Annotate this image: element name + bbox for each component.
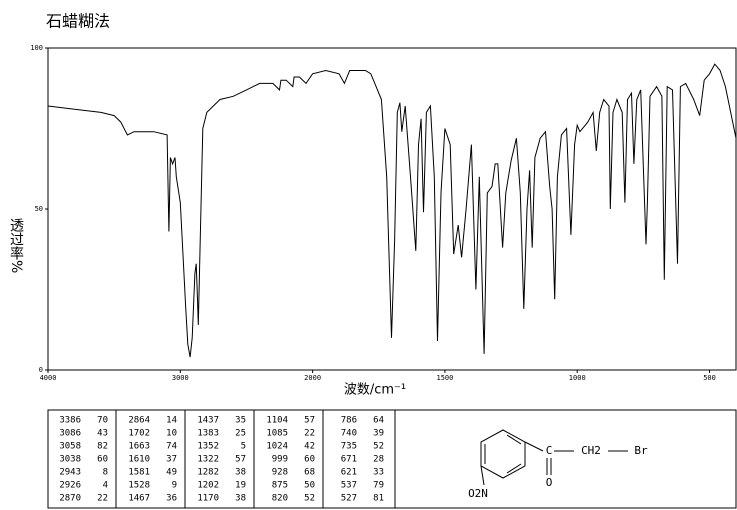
peak-wavenumber: 1437 [197,416,219,426]
peak-wavenumber: 2943 [59,468,81,478]
peak-transmittance: 37 [166,455,177,465]
peak-transmittance: 68 [304,468,315,478]
peak-wavenumber: 3058 [59,442,81,452]
peak-transmittance: 38 [235,468,246,478]
peak-wavenumber: 875 [272,481,288,491]
peak-transmittance: 49 [166,468,177,478]
structure-bonds [480,429,628,486]
atom-label: C [546,444,553,457]
peak-transmittance: 9 [172,481,177,491]
peak-wavenumber: 527 [341,494,357,504]
y-tick-label: 50 [35,205,43,213]
peak-wavenumber: 671 [341,455,357,465]
peak-wavenumber: 621 [341,468,357,478]
peak-wavenumber: 820 [272,494,288,504]
peak-transmittance: 60 [304,455,315,465]
peak-wavenumber: 2864 [128,416,150,426]
peak-wavenumber: 1085 [266,429,288,439]
peak-wavenumber: 999 [272,455,288,465]
peak-wavenumber: 735 [341,442,357,452]
x-tick-label: 1500 [436,374,453,382]
peak-wavenumber: 1170 [197,494,219,504]
peak-transmittance: 25 [235,429,246,439]
peak-wavenumber: 1383 [197,429,219,439]
peak-transmittance: 43 [97,429,108,439]
x-tick-label: 1000 [569,374,586,382]
peak-transmittance: 50 [304,481,315,491]
peak-transmittance: 5 [241,442,246,452]
peak-wavenumber: 2870 [59,494,81,504]
peak-transmittance: 33 [373,468,384,478]
peak-transmittance: 42 [304,442,315,452]
peak-wavenumber: 2926 [59,481,81,491]
peak-transmittance: 82 [97,442,108,452]
peak-transmittance: 74 [166,442,177,452]
peak-wavenumber: 1467 [128,494,150,504]
peak-transmittance: 57 [235,455,246,465]
peak-wavenumber: 1322 [197,455,219,465]
peak-table: 3386 70 3086 43 3058 82 3038 60 2943 8 2926 4 2870 22… [59,416,384,504]
y-axis-label: 透过率% [8,218,24,273]
peak-transmittance: 36 [166,494,177,504]
chart-title: 石蜡糊法 [46,12,110,31]
peak-wavenumber: 3386 [59,416,81,426]
peak-transmittance: 14 [166,416,177,426]
peak-transmittance: 81 [373,494,384,504]
peak-transmittance: 60 [97,455,108,465]
atom-label: CH2 [581,444,601,457]
x-tick-label: 3000 [172,374,189,382]
peak-transmittance: 70 [97,416,108,426]
peak-transmittance: 35 [235,416,246,426]
peak-transmittance: 52 [373,442,384,452]
peak-wavenumber: 740 [341,429,357,439]
y-tick-label: 0 [39,366,43,374]
peak-transmittance: 22 [97,494,108,504]
peak-transmittance: 52 [304,494,315,504]
y-tick-label: 100 [30,44,43,52]
x-axis-label: 波数/cm⁻¹ [344,383,406,398]
peak-transmittance: 64 [373,416,384,426]
peak-wavenumber: 1702 [128,429,150,439]
x-tick-label: 4000 [40,374,57,382]
peak-transmittance: 19 [235,481,246,491]
atom-label: O [546,476,553,489]
peak-wavenumber: 1528 [128,481,150,491]
x-tick-label: 500 [703,374,716,382]
peak-transmittance: 38 [235,494,246,504]
peak-transmittance: 4 [103,481,108,491]
peak-wavenumber: 1024 [266,442,288,452]
peak-wavenumber: 3086 [59,429,81,439]
peak-wavenumber: 3038 [59,455,81,465]
peak-wavenumber: 1282 [197,468,219,478]
peak-transmittance: 28 [373,455,384,465]
peak-wavenumber: 1581 [128,468,150,478]
peak-wavenumber: 928 [272,468,288,478]
peak-wavenumber: 1352 [197,442,219,452]
peak-transmittance: 79 [373,481,384,491]
peak-transmittance: 57 [304,416,315,426]
peak-transmittance: 39 [373,429,384,439]
table-frame [47,409,737,509]
peak-wavenumber: 1202 [197,481,219,491]
peak-wavenumber: 1104 [266,416,288,426]
peak-transmittance: 10 [166,429,177,439]
peak-transmittance: 22 [304,429,315,439]
atom-label: Br [634,444,648,457]
x-tick-label: 2000 [304,374,321,382]
peak-wavenumber: 786 [341,416,357,426]
peak-wavenumber: 537 [341,481,357,491]
spectrum-line [47,63,737,358]
peak-wavenumber: 1610 [128,455,150,465]
peak-transmittance: 8 [103,468,108,478]
table-dividers [115,410,396,508]
peak-wavenumber: 1663 [128,442,150,452]
atom-label: O2N [468,487,488,500]
